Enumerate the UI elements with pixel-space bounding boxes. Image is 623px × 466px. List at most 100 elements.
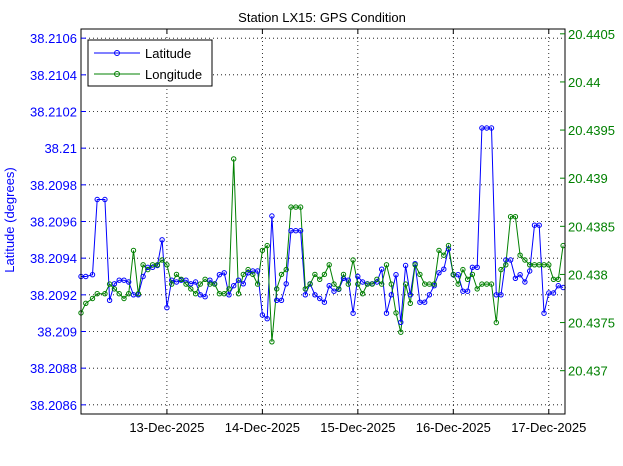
left-y-tick-label: 38.2106 (30, 31, 77, 46)
latitude-point (445, 246, 452, 252)
longitude-point (359, 291, 366, 297)
latitude-point (426, 292, 433, 298)
longitude-point (274, 286, 280, 292)
series-lines (80, 127, 564, 342)
left-y-tick-label: 38.209 (37, 325, 77, 340)
grid (81, 29, 565, 414)
longitude-point (302, 286, 308, 292)
longitude-point (94, 291, 100, 297)
longitude-point (317, 276, 323, 282)
longitude-point (183, 281, 189, 287)
longitude-point (321, 271, 328, 278)
series-markers (78, 125, 566, 345)
longitude-point (412, 262, 418, 268)
longitude-point (383, 262, 390, 268)
left-y-tick-label: 38.2102 (30, 105, 77, 120)
longitude-point (464, 276, 471, 282)
latitude-point (159, 237, 165, 243)
right-y-tick-label: 20.4385 (568, 219, 615, 234)
longitude-point (555, 276, 561, 282)
longitude-point (431, 281, 437, 287)
latitude-point (422, 299, 428, 305)
chart-title: Station LX15: GPS Condition (238, 10, 406, 25)
latitude-point (507, 257, 514, 263)
longitude-point (106, 281, 113, 287)
latitude-point (321, 299, 328, 305)
longitude-point (503, 262, 509, 268)
latitude-point (202, 294, 208, 300)
longitude-point (154, 262, 161, 268)
longitude-point (336, 286, 342, 292)
longitude-point (379, 281, 385, 287)
latitude-point (359, 279, 366, 285)
latitude-point (106, 297, 113, 303)
longitude-point (498, 266, 504, 273)
longitude-point (488, 281, 495, 287)
latitude-point (398, 319, 404, 325)
longitude-point (307, 281, 313, 287)
x-tick-label: 16-Dec-2025 (416, 420, 491, 435)
latitude-point (407, 292, 413, 298)
latitude-point (355, 273, 361, 280)
latitude-point (240, 281, 247, 287)
left-y-tick-label: 38.2086 (30, 398, 77, 413)
longitude-point (460, 266, 466, 273)
longitude-point (169, 281, 175, 287)
latitude-point (331, 288, 337, 294)
longitude-point (259, 247, 266, 254)
longitude-point (297, 204, 304, 210)
latitude-point (226, 292, 232, 298)
longitude-point (441, 252, 447, 258)
longitude-point (355, 281, 361, 287)
longitude-point (264, 242, 270, 249)
latitude-point (231, 283, 237, 289)
latitude-point (297, 228, 304, 234)
longitude-point (202, 276, 208, 282)
latitude-point (173, 279, 180, 285)
longitude-point (417, 271, 423, 278)
longitude-point (350, 257, 356, 263)
longitude-point (89, 295, 96, 302)
longitude-point (188, 286, 194, 292)
latitude-point (441, 266, 447, 272)
right-y-tick-label: 20.4395 (568, 123, 615, 138)
latitude-point (221, 270, 227, 276)
latitude-point (527, 268, 533, 274)
legend-longitude-label: Longitude (145, 67, 202, 82)
latitude-point (374, 279, 380, 285)
left-y-tick-label: 38.2098 (30, 178, 77, 193)
latitude-point (517, 272, 523, 278)
longitude-point (164, 262, 170, 268)
longitude-point (116, 291, 122, 297)
latitude-point (94, 196, 100, 203)
latitude-point (317, 295, 323, 302)
latitude-point (245, 270, 251, 276)
left-y-tick-label: 38.2104 (30, 68, 77, 83)
latitude-point (278, 297, 285, 303)
longitude-point (159, 257, 165, 263)
latitude-point (474, 264, 480, 270)
longitude-point (331, 281, 337, 287)
longitude-series-line (80, 158, 564, 342)
longitude-point (450, 271, 456, 278)
longitude-point (240, 271, 247, 278)
left-y-tick-label: 38.2096 (30, 215, 77, 230)
latitude-point (522, 279, 528, 285)
latitude-point (192, 279, 199, 285)
left-y-tick-label: 38.2094 (30, 251, 77, 266)
latitude-point (149, 264, 156, 270)
longitude-point (312, 271, 318, 278)
longitude-point (211, 281, 218, 287)
latitude-point (340, 275, 347, 281)
legend-box (87, 39, 213, 87)
longitude-point (407, 300, 413, 306)
legend: Latitude Longitude (87, 39, 213, 87)
longitude-point (522, 257, 528, 263)
longitude-point (374, 276, 380, 282)
latitude-point (388, 292, 394, 298)
latitude-point (264, 316, 270, 322)
longitude-point (402, 281, 409, 287)
left-y-tick-label: 38.21 (44, 141, 77, 156)
latitude-point (498, 292, 504, 298)
legend-latitude-label: Latitude (145, 46, 191, 61)
